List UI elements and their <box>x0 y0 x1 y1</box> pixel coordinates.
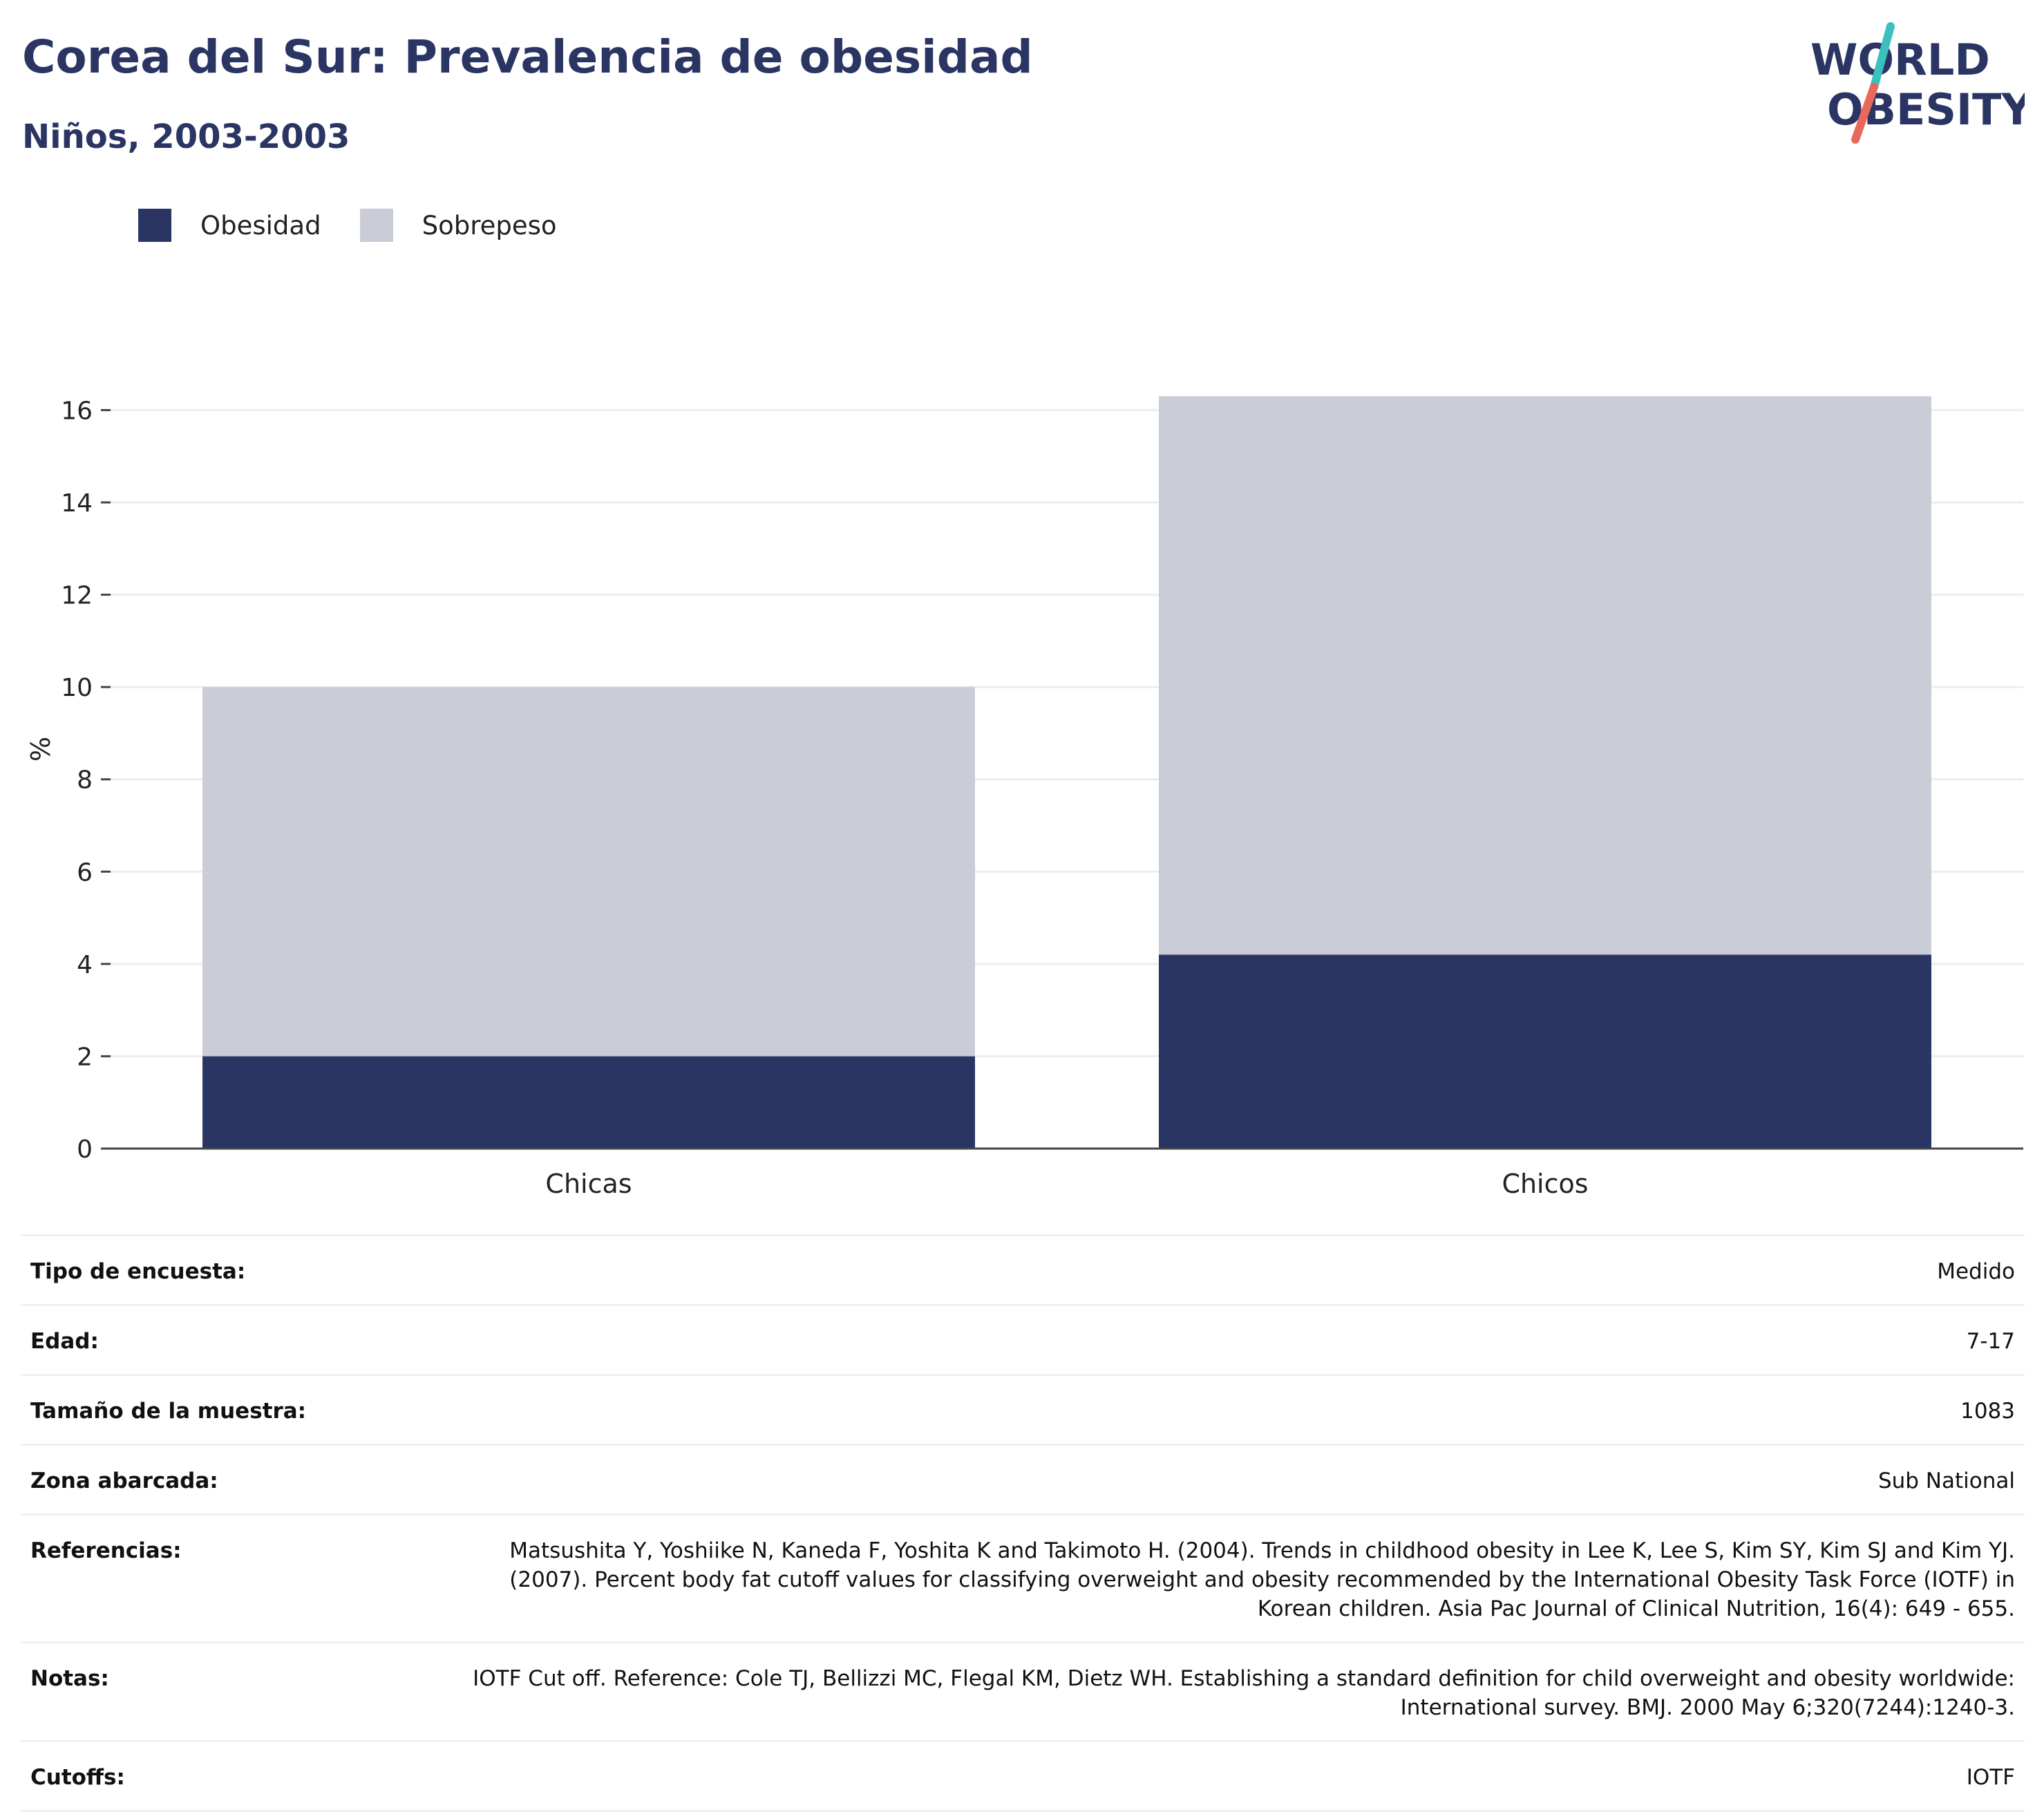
info-label: Referencias: <box>30 1538 182 1563</box>
info-value: 7-17 <box>1966 1329 2015 1354</box>
info-label: Notas: <box>30 1666 109 1691</box>
survey-info-table: Tipo de encuesta: Medido Edad: 7-17 Tamaño d… <box>21 1234 2025 1812</box>
bar-overweight-chicos[interactable] <box>1159 396 1931 955</box>
info-row: Cutoffs: IOTF <box>21 1741 2025 1811</box>
page-subtitle: Niños, 2003-2003 <box>22 117 350 156</box>
bars <box>202 396 1931 1149</box>
y-tick-label: 0 <box>77 1135 93 1164</box>
survey-info-body: Tipo de encuesta: Medido Edad: 7-17 Tamaño d… <box>21 1235 2025 1811</box>
info-row: Zona abarcada: Sub National <box>21 1444 2025 1515</box>
x-tick-label: Chicas <box>545 1169 632 1199</box>
bar-obesity-chicos[interactable] <box>1159 954 1931 1149</box>
info-row: Referencias: Matsushita Y, Yoshiike N, Ka… <box>21 1514 2025 1643</box>
legend-swatch-obesity <box>138 209 171 242</box>
page-title: Corea del Sur: Prevalencia de obesidad <box>22 30 1033 84</box>
info-label: Edad: <box>30 1329 99 1354</box>
y-axis-label: % <box>26 737 56 762</box>
bar-obesity-chicas[interactable] <box>202 1056 975 1149</box>
y-tick-label: 4 <box>77 951 93 979</box>
info-label: Cutoffs: <box>30 1765 125 1790</box>
y-tick-label: 8 <box>77 766 93 795</box>
y-tick-label: 16 <box>61 397 93 425</box>
logo-slash-bottom <box>1851 83 1878 144</box>
info-value: IOTF <box>1966 1765 2015 1790</box>
y-tick-label: 10 <box>61 674 93 702</box>
info-value: Sub National <box>1877 1469 2015 1493</box>
y-tick-label: 6 <box>77 858 93 887</box>
legend-label-overweight: Sobrepeso <box>422 210 557 240</box>
axes: 0 2 4 6 8 10 12 14 16 Chicas Chicos <box>61 397 2023 1199</box>
y-tick-label: 12 <box>61 582 93 610</box>
y-tick-label: 2 <box>77 1043 93 1071</box>
legend-item-overweight[interactable]: Sobrepeso <box>359 209 557 242</box>
x-tick-label: Chicos <box>1502 1169 1588 1199</box>
info-value: Medido <box>1937 1259 2015 1284</box>
bar-overweight-chicas[interactable] <box>202 687 975 1057</box>
info-label: Tipo de encuesta: <box>30 1259 246 1284</box>
stacked-bar-chart: 0 2 4 6 8 10 12 14 16 Chicas Chicos % <box>26 396 2023 1199</box>
info-label: Zona abarcada: <box>30 1469 218 1493</box>
info-value: Matsushita Y, Yoshiike N, Kaneda F, Yosh… <box>509 1538 2015 1621</box>
legend-swatch-overweight <box>359 209 393 242</box>
world-obesity-logo: WORLD OBESITY <box>1810 22 2025 144</box>
info-row: Tamaño de la muestra: 1083 <box>21 1375 2025 1445</box>
logo-slash-top <box>1870 22 1895 91</box>
info-row: Notas: IOTF Cut off. Reference: Cole TJ, … <box>21 1642 2025 1742</box>
info-row: Tipo de encuesta: Medido <box>21 1235 2025 1305</box>
logo-word-world: WORLD <box>1810 35 1990 85</box>
chart-legend: Obesidad Sobrepeso <box>138 205 596 246</box>
legend-item-obesity[interactable]: Obesidad <box>138 209 321 242</box>
y-tick-label: 14 <box>61 489 93 518</box>
info-label: Tamaño de la muestra: <box>30 1399 307 1424</box>
info-value: 1083 <box>1960 1399 2015 1424</box>
legend-label-obesity: Obesidad <box>200 210 321 240</box>
info-row: Edad: 7-17 <box>21 1305 2025 1375</box>
info-value: IOTF Cut off. Reference: Cole TJ, Belliz… <box>473 1666 2015 1720</box>
